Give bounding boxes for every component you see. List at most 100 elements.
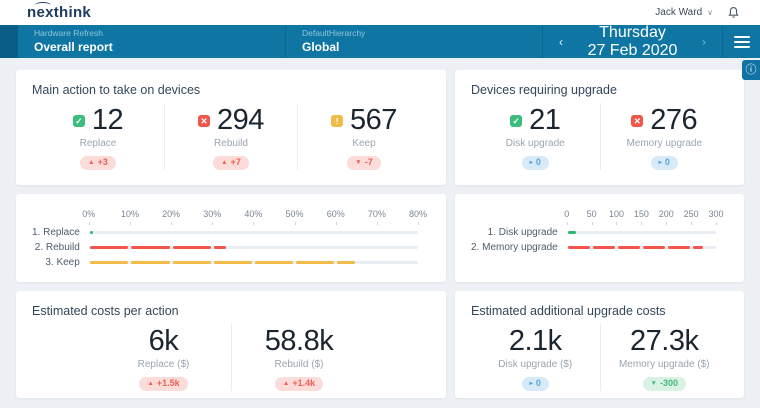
bar-segment <box>667 246 690 249</box>
metric-memory-upgrade-cost: 27.3k Memory upgrade ($) ▼ -300 <box>599 324 729 391</box>
nexthink-logo[interactable]: nexthink <box>27 2 91 20</box>
axis-tick-label: 50 <box>586 209 597 219</box>
panel-main-actions: Main action to take on devices ✓ 12 Repl… <box>16 70 446 185</box>
axis-tick <box>129 222 131 225</box>
cross-icon: ✕ <box>198 114 211 127</box>
info-button[interactable]: ⓘ <box>742 60 760 80</box>
user-menu[interactable]: Jack Ward ∨ <box>655 7 713 18</box>
report-category: Hardware Refresh <box>34 28 103 39</box>
bar-segment <box>172 261 211 264</box>
trend-badge: ▸ 0 <box>521 155 549 170</box>
right-arrow-icon: ▸ <box>529 379 533 387</box>
axis-tick <box>641 222 643 225</box>
bar-segment <box>131 246 170 249</box>
axis-tick <box>294 222 296 225</box>
metric-rebuild: ✕ 294 Rebuild ▲ +7 <box>164 103 297 170</box>
bar-segment <box>213 246 226 249</box>
axis-tick-label: 60% <box>326 209 345 219</box>
axis-tick-label: 30% <box>203 209 222 219</box>
hierarchy-value: Global <box>302 39 340 54</box>
metric-label: Replace <box>79 137 117 149</box>
dashboard-content: Main action to take on devices ✓ 12 Repl… <box>0 58 760 398</box>
metric-keep: ! 567 Keep ▼ -7 <box>297 103 430 170</box>
bar-segment <box>90 231 94 234</box>
trend-badge: ▲ +1.5k <box>139 376 188 391</box>
bar-segment <box>90 246 129 249</box>
right-arrow-icon: ▸ <box>529 158 533 166</box>
trend-badge: ▲ +3 <box>80 155 116 170</box>
axis-tick <box>666 222 668 225</box>
axis-tick-label: 250 <box>683 209 699 219</box>
hierarchy-label: DefaultHierarchy <box>302 28 366 39</box>
axis-tick <box>88 222 90 225</box>
cross-icon: ✕ <box>631 114 644 127</box>
metric-value: 2.1k <box>508 325 562 357</box>
axis-tick <box>716 222 717 225</box>
date-value: 27 Feb 2020 <box>587 41 678 59</box>
axis-tick <box>376 222 378 225</box>
metric-disk-upgrade: ✓ 21 Disk upgrade ▸ 0 <box>471 103 600 170</box>
down-arrow-icon: ▼ <box>650 379 657 387</box>
next-day-chevron-icon[interactable]: › <box>701 34 706 49</box>
axis-tick <box>566 222 568 225</box>
metric-value: 27.3k <box>630 325 699 357</box>
metric-value: 6k <box>148 325 179 357</box>
axis-tick-label: 10% <box>120 209 139 219</box>
up-arrow-icon: ▲ <box>221 158 228 166</box>
bar-track <box>566 246 716 249</box>
check-icon: ✓ <box>510 114 523 127</box>
metric-rebuild-cost: 58.8k Rebuild ($) ▲ +1.4k <box>231 324 366 391</box>
metric-replace: ✓ 12 Replace ▲ +3 <box>32 103 164 170</box>
panel-title: Estimated additional upgrade costs <box>471 304 666 318</box>
sidebar-toggle-block[interactable] <box>0 25 18 58</box>
axis-tick-label: 80% <box>408 209 428 219</box>
metric-label: Replace ($) <box>137 358 190 370</box>
chart-row <box>566 225 716 240</box>
axis-tick-label: 50% <box>285 209 304 219</box>
chart-row-label: 2. Rebuild <box>34 242 80 253</box>
chart-row-label: 3. Keep <box>45 257 80 268</box>
metric-value: 294 <box>217 104 264 136</box>
bar-segment <box>337 261 355 264</box>
chart-row <box>566 240 716 255</box>
hierarchy-selector[interactable]: DefaultHierarchy Global <box>286 25 543 58</box>
metric-replace-cost: 6k Replace ($) ▲ +1.5k <box>96 324 231 391</box>
axis-tick-label: 0% <box>82 209 96 219</box>
report-title: Overall report <box>34 39 113 54</box>
logo-swoosh <box>35 2 51 8</box>
bar-segment <box>254 261 294 264</box>
right-arrow-icon: ▸ <box>658 158 662 166</box>
panel-title: Estimated costs per action <box>32 304 179 318</box>
panel-upgrades-chart: 0 50 100 150 200 250 300 1. Disk upgrade 2. Memo… <box>455 194 744 282</box>
check-icon: ✓ <box>72 114 85 127</box>
metric-value: 21 <box>529 104 561 136</box>
prev-day-chevron-icon[interactable]: ‹ <box>559 34 563 49</box>
bar-segment <box>296 261 335 264</box>
chart-row-label: 1. Disk upgrade <box>487 227 558 238</box>
date-display[interactable]: Thursday 27 Feb 2020 <box>588 24 678 60</box>
metric-label: Memory upgrade ($) <box>618 358 710 370</box>
menu-button[interactable] <box>723 25 760 58</box>
chart-row <box>88 225 418 240</box>
report-navbar: Hardware Refresh Overall report DefaultH… <box>0 24 760 60</box>
panel-actions-chart: 0% 10% 20% 30% 40% 50% 60% 70% 80% 1. Replace 2. R… <box>16 194 446 282</box>
axis-tick <box>253 222 255 225</box>
panel-upgrade-costs: Estimated additional upgrade costs 2.1k … <box>455 291 744 398</box>
chart-row <box>88 255 418 270</box>
panel-costs-per-action: Estimated costs per action 6k Replace ($… <box>16 291 446 398</box>
bar-track <box>88 246 418 249</box>
axis-tick-label: 200 <box>658 209 674 219</box>
bar-segment <box>90 261 129 264</box>
axis-tick-label: 70% <box>367 209 386 219</box>
actions-bar-chart: 0% 10% 20% 30% 40% 50% 60% 70% 80% 1. Replace 2. R… <box>32 207 430 270</box>
metric-label: Rebuild <box>214 137 248 149</box>
notifications-bell-icon[interactable] <box>727 6 740 19</box>
bar-track <box>88 261 418 264</box>
axis-tick-label: 0 <box>564 209 570 219</box>
report-selector[interactable]: Hardware Refresh Overall report <box>18 25 286 58</box>
metric-value: 58.8k <box>264 325 334 357</box>
trend-badge: ▸ 0 <box>650 155 678 170</box>
bar-segment <box>213 261 252 264</box>
info-icon: ⓘ <box>745 63 757 76</box>
metric-label: Memory upgrade <box>626 137 703 149</box>
